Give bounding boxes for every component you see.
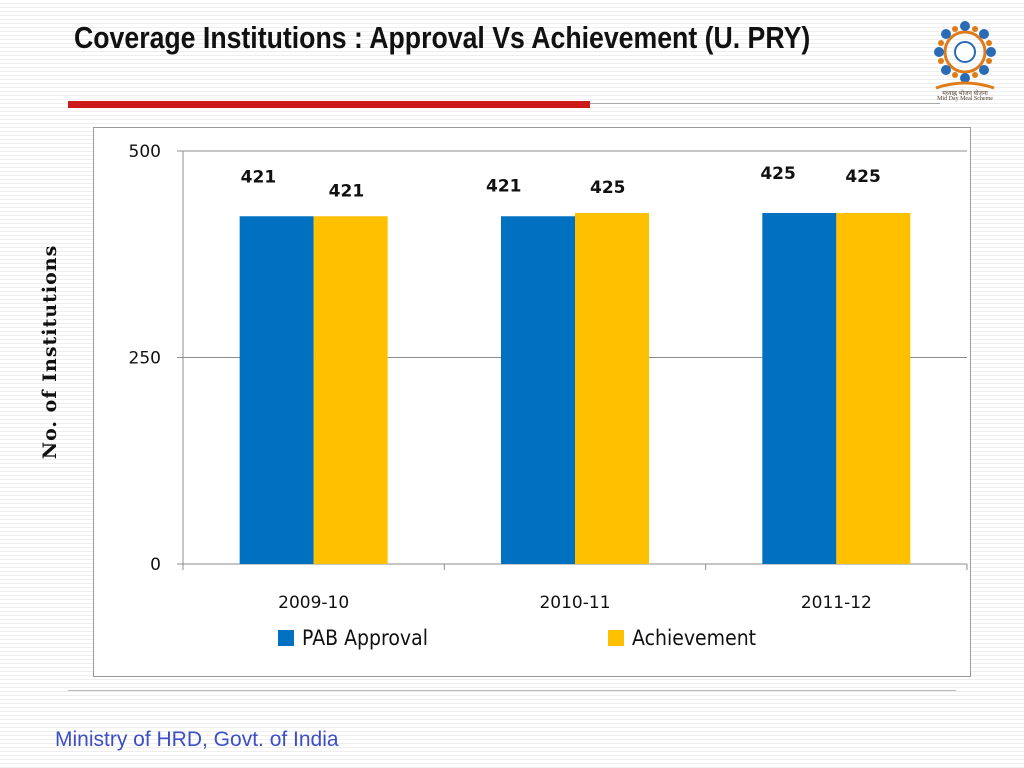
bar-pab-approval-2010-11 — [501, 216, 575, 564]
slide-title: Coverage Institutions : Approval Vs Achi… — [74, 20, 811, 55]
data-label-achievement-2011-12: 425 — [845, 167, 881, 187]
data-label-pab-approval-2009-10: 421 — [241, 167, 277, 187]
footer-divider — [68, 690, 956, 691]
bar-achievement-2011-12 — [836, 212, 911, 564]
logo-ring — [934, 21, 996, 90]
legend-label-pab-approval: PAB Approval — [302, 626, 428, 650]
x-tick-label-2010-11: 2010-11 — [539, 593, 610, 613]
legend-swatch-achievement — [608, 630, 624, 646]
mdm-logo-icon — [934, 21, 996, 90]
bar-pab-approval-2011-12 — [762, 212, 837, 564]
y-tick-label-500: 500 — [129, 142, 161, 162]
bar-achievement-2009-10 — [313, 216, 388, 564]
legend-item-pab-approval: PAB Approval — [278, 626, 442, 650]
title-underline-red — [68, 101, 590, 108]
data-label-pab-approval-2011-12: 425 — [760, 164, 796, 184]
data-label-achievement-2009-10: 421 — [329, 181, 365, 201]
x-tick-label-2011-12: 2011-12 — [801, 593, 872, 613]
logo-text-hindi: मध्याह्न भोजन योजना — [942, 91, 988, 97]
title-underline-grey — [590, 103, 940, 104]
y-tick-label-250: 250 — [129, 349, 161, 369]
x-tick-label-2009-10: 2009-10 — [278, 593, 349, 613]
legend-swatch-pab-approval — [278, 630, 294, 646]
data-label-achievement-2010-11: 425 — [590, 178, 626, 198]
logo-text-english: Mid Day Meal Scheme — [937, 96, 993, 102]
footer-text: Ministry of HRD, Govt. of India — [55, 728, 339, 751]
bar-achievement-2010-11 — [575, 212, 649, 564]
data-label-pab-approval-2010-11: 421 — [486, 176, 522, 196]
bar-pab-approval-2009-10 — [239, 216, 314, 564]
y-tick-label-0: 0 — [150, 555, 161, 575]
legend-item-achievement: Achievement — [608, 626, 770, 650]
legend-label-achievement: Achievement — [632, 626, 757, 650]
